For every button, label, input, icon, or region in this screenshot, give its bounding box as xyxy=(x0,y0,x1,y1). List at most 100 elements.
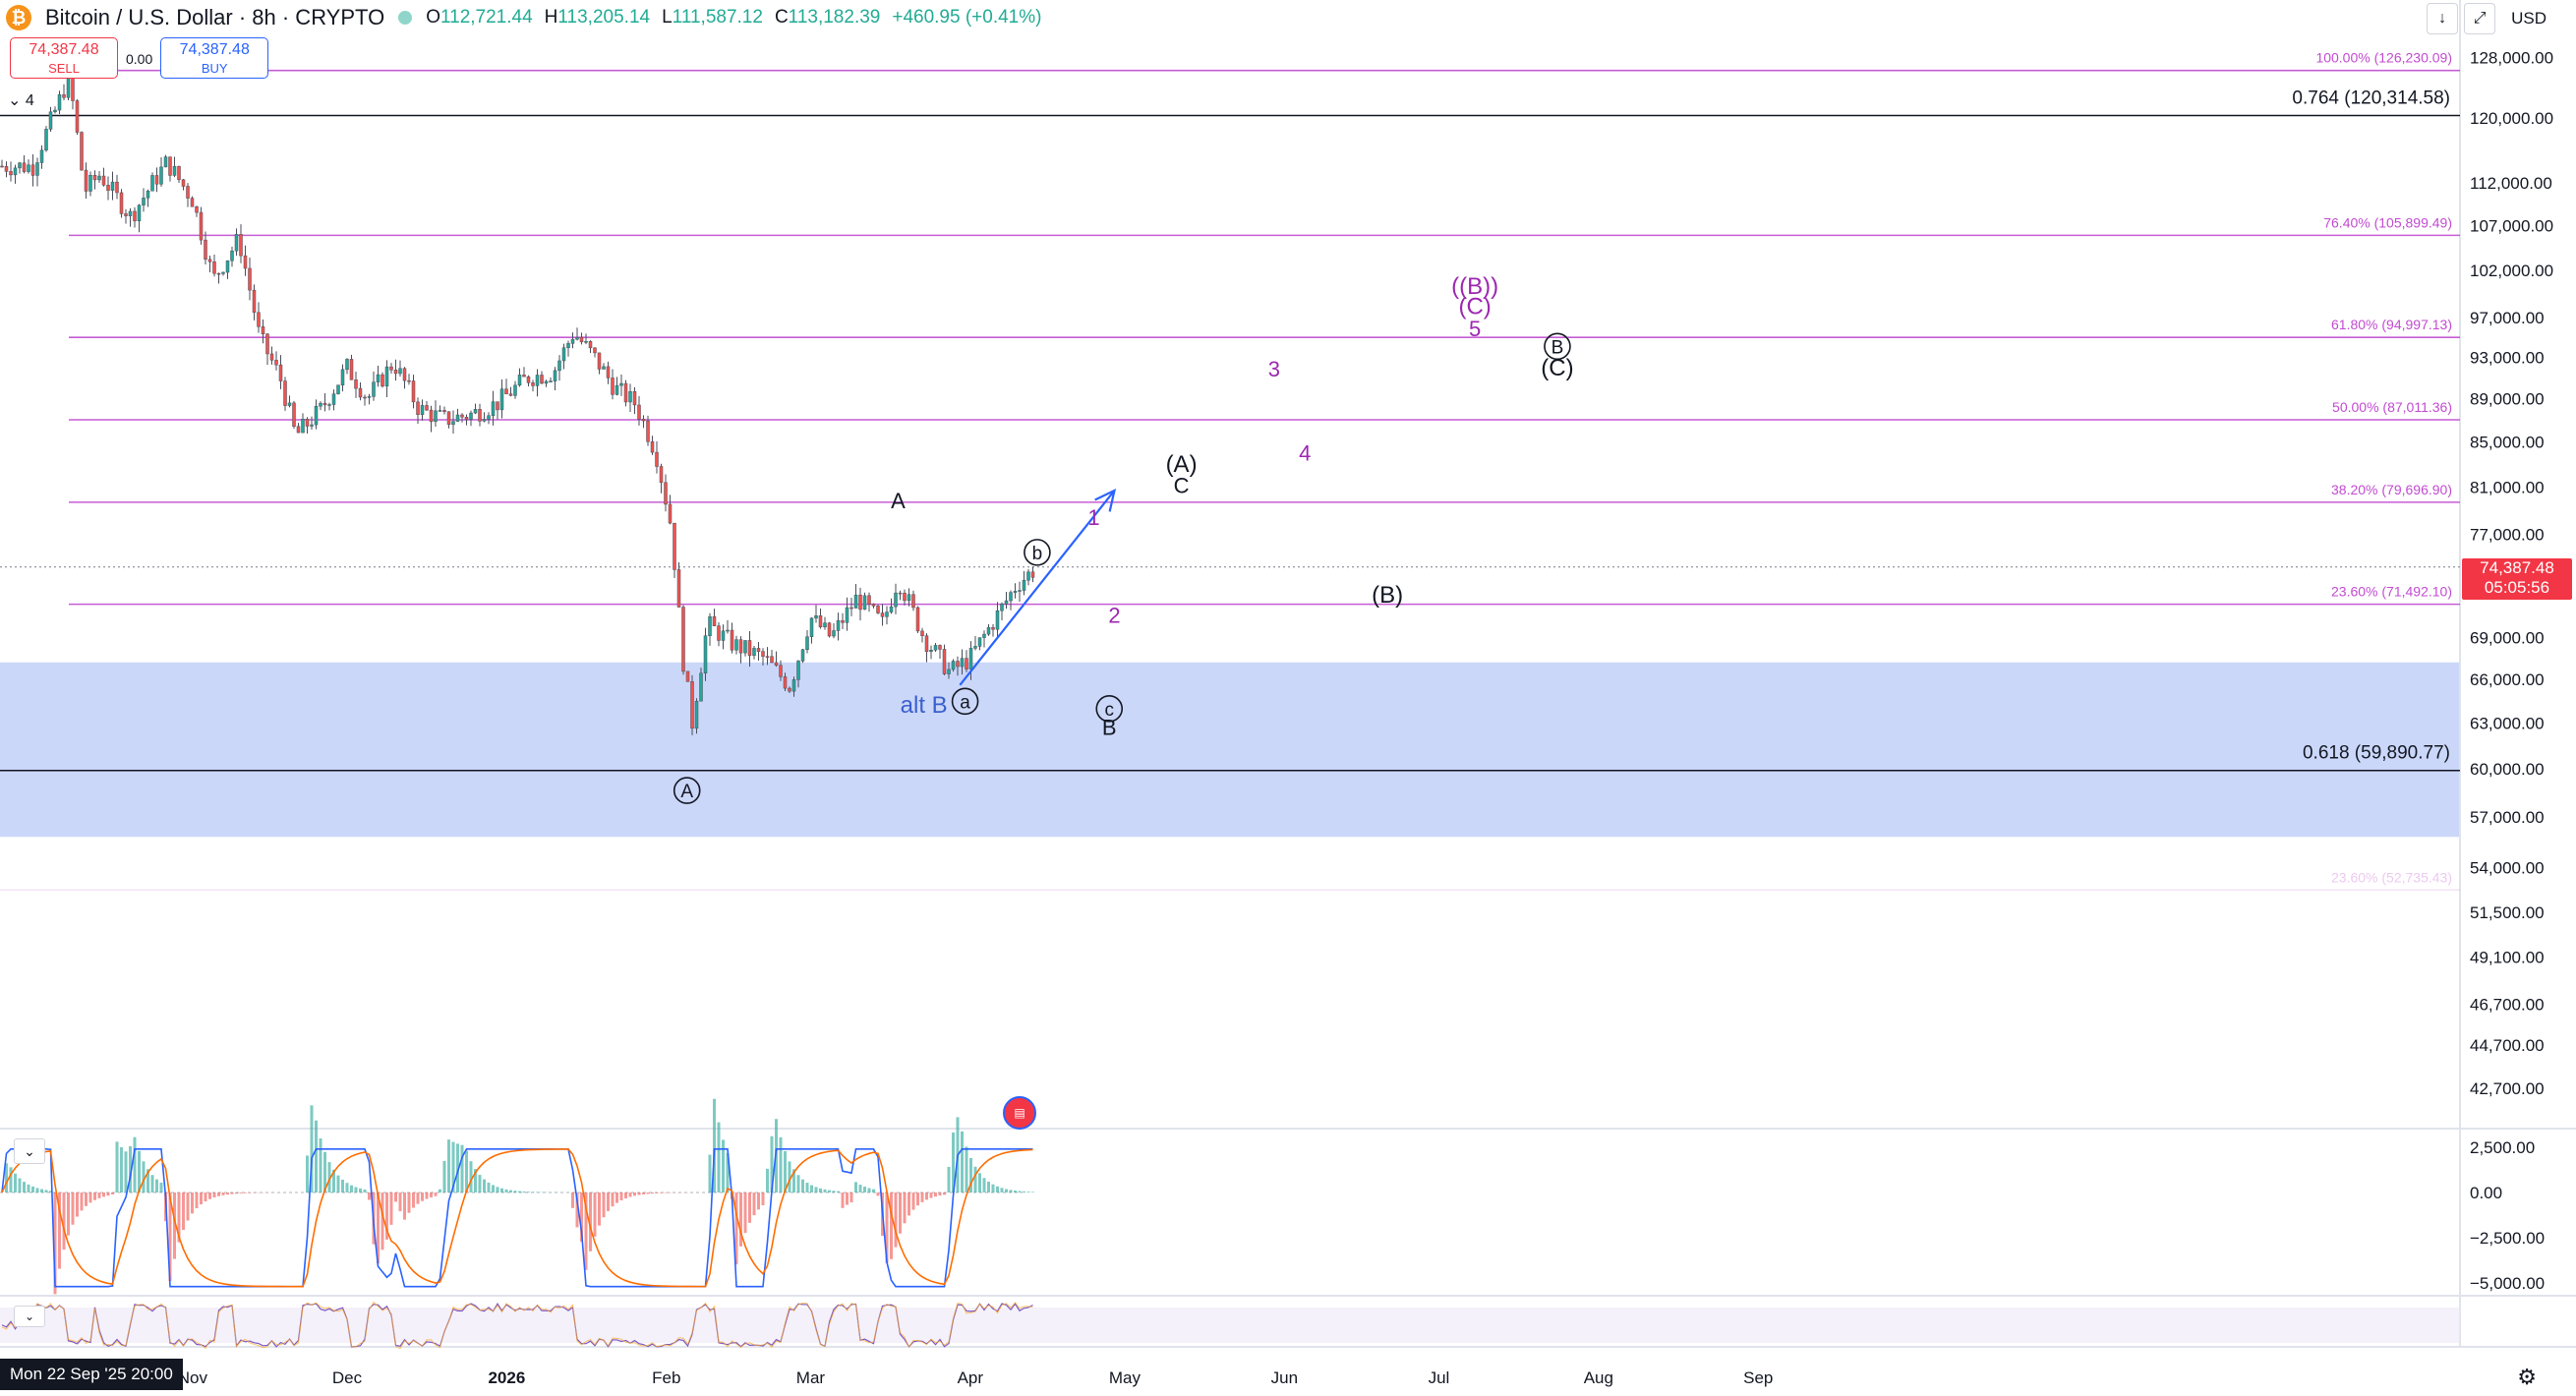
candle-body xyxy=(721,630,726,641)
candle-body xyxy=(938,645,942,650)
candle-body xyxy=(301,419,305,434)
trade-panel: 74,387.48 SELL 0.00 74,387.48 BUY xyxy=(10,37,269,79)
macd-histogram-bar xyxy=(341,1179,344,1192)
macd-histogram-bar xyxy=(584,1192,588,1270)
gear-icon[interactable]: ⚙ xyxy=(2517,1365,2537,1389)
candle-body xyxy=(809,617,814,637)
macd-histogram-bar xyxy=(204,1192,207,1202)
macd-histogram-bar xyxy=(439,1189,441,1192)
candle-body xyxy=(97,175,101,181)
macd-histogram-bar xyxy=(425,1192,429,1199)
macd-histogram-bar xyxy=(615,1192,618,1203)
wave-label: ((B)) xyxy=(1451,273,1498,300)
macd-axis-tick: −2,500.00 xyxy=(2470,1229,2545,1248)
price-axis-tick: 128,000.00 xyxy=(2470,48,2553,67)
candle-body xyxy=(814,615,818,619)
candle-body xyxy=(1000,604,1004,611)
candle-body xyxy=(4,165,9,172)
macd-histogram-bar xyxy=(146,1169,149,1192)
macd-histogram-bar xyxy=(248,1192,252,1193)
candle-body xyxy=(685,670,690,682)
macd-collapse-icon[interactable]: ⌄ xyxy=(14,1138,45,1164)
candle-body xyxy=(995,610,1000,630)
candle-body xyxy=(991,626,995,630)
candle-body xyxy=(522,375,526,378)
wave-label: c xyxy=(1104,700,1114,721)
candle-body xyxy=(195,205,199,213)
candle-body xyxy=(557,360,561,372)
candle-body xyxy=(491,401,496,417)
candle-body xyxy=(367,396,372,398)
rsi-band xyxy=(0,1308,2460,1343)
symbol-legend: ₿ Bitcoin / U.S. Dollar · 8h · CRYPTO O1… xyxy=(0,0,2405,35)
macd-histogram-bar xyxy=(1014,1191,1017,1192)
macd-histogram-bar xyxy=(575,1192,579,1228)
candle-body xyxy=(965,658,968,669)
candle-body xyxy=(48,111,53,130)
macd-histogram-bar xyxy=(465,1150,468,1192)
macd-histogram-bar xyxy=(186,1192,190,1221)
candle-body xyxy=(646,420,650,442)
candle-body xyxy=(942,649,947,674)
candle-body xyxy=(110,181,115,191)
macd-histogram-bar xyxy=(899,1192,902,1234)
price-axis-tick: 42,700.00 xyxy=(2470,1079,2545,1098)
candle-body xyxy=(880,612,885,617)
candle-body xyxy=(791,679,796,692)
candle-body xyxy=(257,312,261,327)
buy-button[interactable]: 74,387.48 BUY xyxy=(160,37,269,79)
macd-histogram-bar xyxy=(890,1192,893,1259)
candle-body xyxy=(973,646,977,649)
wave-label-circle xyxy=(673,777,701,804)
macd-histogram-bar xyxy=(602,1192,606,1218)
fib-level-label: 100.00% (126,230.09) xyxy=(2315,50,2452,66)
macd-histogram-bar xyxy=(978,1173,981,1192)
low-value: 111,587.12 xyxy=(672,7,763,28)
macd-histogram-bar xyxy=(832,1191,836,1192)
support-zone xyxy=(0,662,2460,838)
wave-label: (B) xyxy=(1372,582,1403,609)
macd-histogram-bar xyxy=(363,1189,367,1192)
macd-histogram-bar xyxy=(327,1162,331,1192)
rsi-collapse-icon[interactable]: ⌄ xyxy=(14,1306,45,1327)
candle-body xyxy=(207,259,212,262)
candle-body xyxy=(376,374,381,382)
macd-histogram-bar xyxy=(359,1188,362,1192)
candle-body xyxy=(30,164,35,176)
candle-body xyxy=(186,186,190,199)
wave-label: 2 xyxy=(1108,603,1120,627)
candle-body xyxy=(106,184,110,191)
candle-body xyxy=(384,366,389,387)
macd-histogram-bar xyxy=(447,1139,450,1192)
candle-body xyxy=(137,204,142,222)
last-price-value: 74,387.48 xyxy=(2480,558,2554,577)
sell-button[interactable]: 74,387.48 SELL xyxy=(10,37,118,79)
flag-icon[interactable]: ▤ xyxy=(1003,1096,1036,1130)
candle-body xyxy=(455,414,460,422)
macd-histogram-bar xyxy=(717,1122,721,1192)
macd-histogram-bar xyxy=(619,1192,623,1200)
projection-arrow[interactable] xyxy=(959,490,1116,686)
download-icon[interactable]: ↓ xyxy=(2427,3,2459,34)
macd-histogram-bar xyxy=(943,1192,946,1195)
candle-body xyxy=(225,260,230,273)
macd-histogram-bar xyxy=(1005,1189,1008,1192)
candle-body xyxy=(53,109,57,113)
macd-histogram-bar xyxy=(182,1192,185,1231)
macd-histogram-bar xyxy=(792,1169,795,1192)
macd-histogram-bar xyxy=(796,1175,800,1192)
time-axis-label: 2026 xyxy=(488,1368,525,1387)
candle-body xyxy=(968,648,973,669)
symbol-title[interactable]: Bitcoin / U.S. Dollar · 8h · CRYPTO xyxy=(45,5,385,29)
candlestick-series[interactable] xyxy=(0,64,1035,735)
macd-histogram-bar xyxy=(71,1192,75,1225)
macd-histogram-bar xyxy=(27,1184,30,1192)
currency-selector[interactable]: USD xyxy=(2511,9,2547,28)
price-axis-tick: 69,000.00 xyxy=(2470,629,2545,648)
price-axis-tick: 107,000.00 xyxy=(2470,217,2553,236)
legend-collapse-button[interactable]: ⌄ 4 xyxy=(8,92,34,109)
fullscreen-icon[interactable]: ⤢ xyxy=(2464,3,2496,34)
macd-histogram-bar xyxy=(23,1182,26,1192)
candle-body xyxy=(305,419,310,427)
